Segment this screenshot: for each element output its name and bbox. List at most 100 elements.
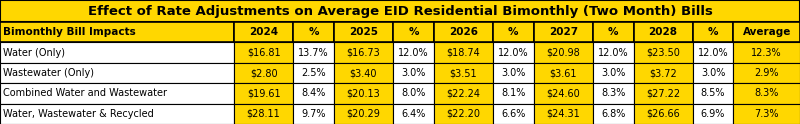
Bar bbox=[693, 22, 734, 42]
Bar bbox=[593, 104, 634, 124]
Bar bbox=[493, 42, 534, 63]
Text: %: % bbox=[308, 27, 319, 37]
Text: %: % bbox=[508, 27, 518, 37]
Bar bbox=[434, 83, 493, 104]
Text: 3.0%: 3.0% bbox=[601, 68, 626, 78]
Bar bbox=[334, 104, 393, 124]
Text: $23.50: $23.50 bbox=[646, 48, 680, 58]
Text: %: % bbox=[608, 27, 618, 37]
Bar bbox=[493, 22, 534, 42]
Text: 2025: 2025 bbox=[349, 27, 378, 37]
Bar bbox=[593, 42, 634, 63]
Text: 3.0%: 3.0% bbox=[501, 68, 526, 78]
Bar bbox=[634, 83, 693, 104]
Text: 6.9%: 6.9% bbox=[701, 109, 726, 119]
Bar bbox=[334, 22, 393, 42]
Bar bbox=[634, 22, 693, 42]
Bar bbox=[393, 63, 434, 83]
Bar bbox=[0, 83, 234, 104]
Bar bbox=[534, 83, 593, 104]
Bar bbox=[593, 22, 634, 42]
Text: $2.80: $2.80 bbox=[250, 68, 278, 78]
Text: 2028: 2028 bbox=[649, 27, 678, 37]
Text: 2027: 2027 bbox=[549, 27, 578, 37]
Text: $22.24: $22.24 bbox=[446, 88, 480, 98]
Text: Combined Water and Wastewater: Combined Water and Wastewater bbox=[3, 88, 167, 98]
Text: $18.74: $18.74 bbox=[446, 48, 480, 58]
Text: 8.0%: 8.0% bbox=[402, 88, 426, 98]
Text: $3.40: $3.40 bbox=[350, 68, 378, 78]
Bar bbox=[634, 63, 693, 83]
Text: 12.0%: 12.0% bbox=[498, 48, 529, 58]
Text: $16.73: $16.73 bbox=[346, 48, 380, 58]
Text: 8.3%: 8.3% bbox=[601, 88, 626, 98]
Bar bbox=[234, 42, 293, 63]
Text: 13.7%: 13.7% bbox=[298, 48, 329, 58]
Text: Water (Only): Water (Only) bbox=[3, 48, 65, 58]
Bar bbox=[534, 42, 593, 63]
Bar bbox=[493, 83, 534, 104]
Bar bbox=[434, 22, 493, 42]
Bar bbox=[634, 104, 693, 124]
Text: 12.0%: 12.0% bbox=[398, 48, 429, 58]
Text: $24.60: $24.60 bbox=[546, 88, 580, 98]
Text: $20.13: $20.13 bbox=[346, 88, 380, 98]
Bar bbox=[534, 63, 593, 83]
Text: 2026: 2026 bbox=[449, 27, 478, 37]
Text: 8.1%: 8.1% bbox=[501, 88, 526, 98]
Text: $20.98: $20.98 bbox=[546, 48, 580, 58]
Bar bbox=[493, 63, 534, 83]
Bar bbox=[334, 63, 393, 83]
Bar bbox=[234, 63, 293, 83]
Text: $3.72: $3.72 bbox=[650, 68, 677, 78]
Bar bbox=[293, 63, 334, 83]
Text: $28.11: $28.11 bbox=[246, 109, 281, 119]
Bar bbox=[393, 42, 434, 63]
Bar bbox=[734, 104, 800, 124]
Text: $19.61: $19.61 bbox=[247, 88, 281, 98]
Text: $22.20: $22.20 bbox=[446, 109, 480, 119]
Bar bbox=[334, 83, 393, 104]
Bar bbox=[393, 83, 434, 104]
Text: 8.3%: 8.3% bbox=[754, 88, 779, 98]
Text: 6.6%: 6.6% bbox=[501, 109, 526, 119]
Bar bbox=[0, 0, 800, 22]
Text: 3.0%: 3.0% bbox=[701, 68, 726, 78]
Text: Bimonthly Bill Impacts: Bimonthly Bill Impacts bbox=[3, 27, 136, 37]
Bar bbox=[593, 63, 634, 83]
Bar bbox=[293, 83, 334, 104]
Text: $3.61: $3.61 bbox=[550, 68, 577, 78]
Bar bbox=[534, 22, 593, 42]
Text: 12.3%: 12.3% bbox=[751, 48, 782, 58]
Bar bbox=[234, 22, 293, 42]
Bar bbox=[434, 63, 493, 83]
Bar bbox=[734, 63, 800, 83]
Bar bbox=[0, 22, 234, 42]
Bar bbox=[493, 104, 534, 124]
Text: 2.9%: 2.9% bbox=[754, 68, 779, 78]
Bar bbox=[393, 104, 434, 124]
Bar bbox=[0, 104, 234, 124]
Text: %: % bbox=[708, 27, 718, 37]
Bar bbox=[734, 22, 800, 42]
Text: 12.0%: 12.0% bbox=[598, 48, 629, 58]
Bar bbox=[693, 63, 734, 83]
Text: Water, Wastewater & Recycled: Water, Wastewater & Recycled bbox=[3, 109, 154, 119]
Bar bbox=[234, 104, 293, 124]
Text: $26.66: $26.66 bbox=[646, 109, 680, 119]
Text: 8.4%: 8.4% bbox=[302, 88, 326, 98]
Bar bbox=[0, 63, 234, 83]
Text: $27.22: $27.22 bbox=[646, 88, 680, 98]
Text: 2024: 2024 bbox=[249, 27, 278, 37]
Bar bbox=[293, 22, 334, 42]
Bar bbox=[0, 42, 234, 63]
Text: 8.5%: 8.5% bbox=[701, 88, 726, 98]
Text: $20.29: $20.29 bbox=[346, 109, 381, 119]
Text: 6.8%: 6.8% bbox=[601, 109, 626, 119]
Bar bbox=[434, 104, 493, 124]
Text: Effect of Rate Adjustments on Average EID Residential Bimonthly (Two Month) Bill: Effect of Rate Adjustments on Average EI… bbox=[87, 4, 713, 17]
Bar bbox=[634, 42, 693, 63]
Text: 6.4%: 6.4% bbox=[402, 109, 426, 119]
Text: Wastewater (Only): Wastewater (Only) bbox=[3, 68, 94, 78]
Text: $3.51: $3.51 bbox=[450, 68, 477, 78]
